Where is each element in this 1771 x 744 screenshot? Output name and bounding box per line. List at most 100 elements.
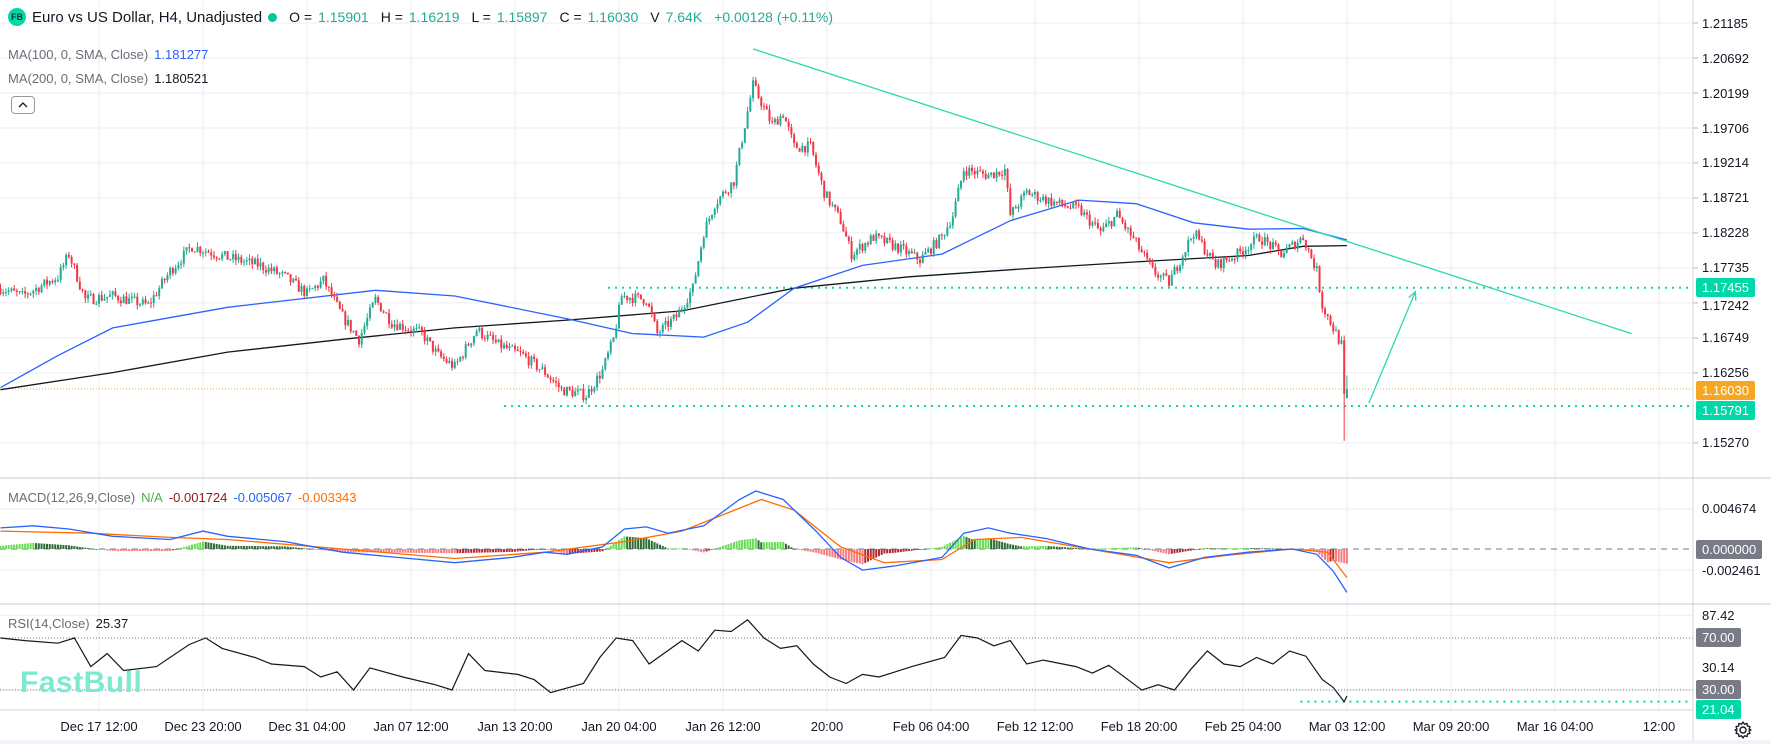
candle-body [875,233,878,241]
candle-body [100,295,103,301]
macd-histogram-bar [1184,549,1187,552]
candle-body [661,324,664,333]
drawings[interactable] [752,48,1632,404]
ma200-legend[interactable]: MA(200, 0, SMA, Close) 1.180521 [8,71,208,86]
candle-body [29,293,32,295]
candle-body [675,314,678,318]
macd-histogram-bar [379,549,382,553]
macd-histogram-bar [902,549,905,552]
candle-body [1220,259,1223,269]
macd-tick-label: -0.002461 [1702,562,1761,578]
candle-body [1280,250,1283,258]
price-marker-label: 1.16030 [1696,381,1755,401]
candle-body [311,288,314,290]
candle-body [1020,195,1023,207]
candle-body [319,281,322,288]
candle-body [207,251,210,253]
candle-body [267,267,270,273]
macd-histogram-bar [418,549,421,553]
macd-histogram-bar [305,548,308,550]
candle-body [839,211,842,225]
candle-body [434,348,437,352]
macd-histogram-bar [727,544,730,549]
candle-body [1274,242,1277,245]
macd-histogram-bar [396,549,399,553]
candle-body [409,330,412,333]
candle-body [223,251,226,255]
macd-histogram-bar [169,549,172,552]
macd-histogram-bar [809,549,812,552]
macd-histogram-bar [273,546,276,549]
candle-body [719,196,722,205]
macd-histogram-bar [1050,546,1053,549]
candle-body [609,341,612,353]
candle-body [823,180,826,198]
candle-body [1121,218,1124,223]
candle-body [990,172,993,175]
candle-body [130,296,133,299]
candle-body [314,285,317,289]
candle-body [656,320,659,334]
candle-body [111,291,114,295]
price-tick-label: 1.20199 [1702,85,1749,101]
candle-body [886,237,889,244]
macd-histogram-bar [1143,549,1146,550]
rsi-legend[interactable]: RSI(14,Close) 25.37 [8,616,128,631]
candle-body [976,170,979,175]
macd-histogram-bar [448,549,451,554]
candle-body [1135,237,1138,239]
price-tick-label: 1.17735 [1702,260,1749,276]
macd-histogram-bar [188,545,191,549]
macd-histogram-bar [1181,549,1184,552]
macd-histogram-bar [251,546,254,549]
candle-body [935,240,938,249]
candle-body [913,252,916,254]
macd-histogram-bar [765,542,768,549]
candle-body [330,287,333,296]
ma100-legend[interactable]: MA(100, 0, SMA, Close) 1.181277 [8,47,208,62]
candle-body [59,267,62,280]
candle-body [891,239,894,250]
fastbull-watermark: FastBull [20,666,143,699]
price-tick-label: 1.17242 [1702,298,1749,314]
candle-body [497,339,500,343]
macd-histogram-bar [503,549,506,553]
candle-body [48,281,51,285]
collapse-legend-button[interactable] [11,96,35,114]
macd-histogram-bar [207,542,210,549]
candle-body [585,397,588,400]
candle-body [637,293,640,295]
candle-body [503,344,506,349]
candle-body [664,320,667,325]
candle-body [464,344,467,358]
macd-histogram-bar [965,537,968,549]
macd-histogram-bar [845,549,848,561]
macd-histogram-bar [886,549,889,554]
macd-legend[interactable]: MACD(12,26,9,Close) N/A -0.001724 -0.005… [8,490,357,505]
candle-body [2,292,5,294]
candle-body [798,148,801,152]
macd-histogram-bar [1113,548,1116,549]
price-tick-label: 1.21185 [1702,15,1749,31]
macd-histogram-bar [459,549,462,554]
settings-gear-icon[interactable] [1733,720,1753,740]
candle-body [119,300,122,304]
candle-body [968,167,971,176]
candle-body [420,327,423,332]
candle-body [1228,260,1231,262]
symbol-title[interactable]: Euro vs US Dollar, H4, Unadjusted [32,8,263,26]
candle-body [938,234,941,249]
macd-histogram-bar [1140,548,1143,550]
candle-body [418,327,421,329]
candle-body [390,324,393,328]
candle-body [295,278,298,281]
candle-body [927,248,930,253]
candle-body [1214,259,1217,268]
candle-body [752,80,755,99]
candle-body [333,295,336,297]
candle-body [1272,242,1275,249]
macd-histogram-bar [617,540,620,549]
candle-body [13,288,16,291]
candle-body [1129,227,1132,236]
